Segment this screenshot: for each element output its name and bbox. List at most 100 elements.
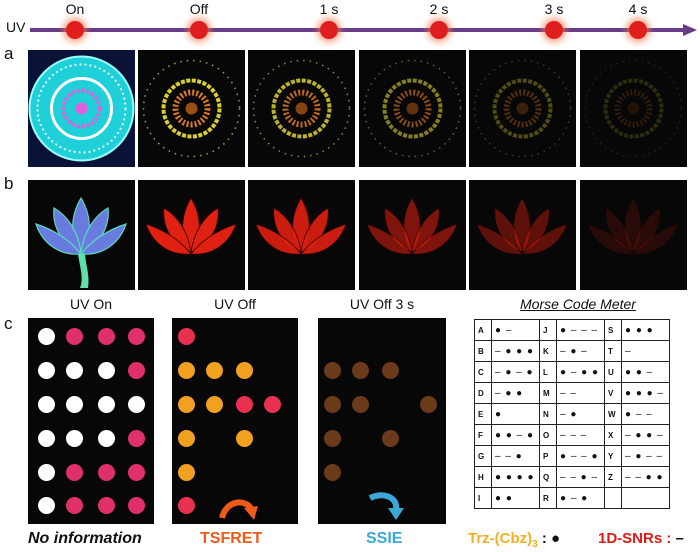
grid-dot-brown [382,430,399,447]
morse-letter: N [539,403,557,425]
morse-code: – ● – [556,340,605,362]
timeline-step-label: 4 s [628,1,648,17]
morse-letter: A [474,319,492,341]
grid-dot-brown [324,430,341,447]
morse-letter: H [474,466,492,488]
tsfret-arrow-icon [219,499,258,520]
dot-grid-uv-off [172,318,298,524]
snr-symbol: – [675,530,684,547]
timeline-step-dot [66,21,84,39]
trz-symbol: : ● [537,530,561,547]
grid-dot-red [236,396,253,413]
grid-dot-brown [382,362,399,379]
timeline-step-dot [190,21,208,39]
morse-row: D – ● ● M – – V ● ● ● – [474,382,670,404]
morse-code-table: A ● – J ● – – – S ● ● ● B – ● ● ● K – ● – T – C – ● –… [474,319,670,509]
grid-dot-pink [66,328,83,345]
morse-letter: J [539,319,557,341]
timeline-step-dot [545,21,563,39]
morse-code: ● ● ● – [621,382,670,404]
morse-code: – ● – ● [491,361,540,383]
grid-dot-white [38,497,55,514]
grid-dot-pink [128,464,145,481]
morse-code: ● ● ● [621,319,670,341]
morse-row: G – – ● P ● – – ● Y – ● – – [474,445,670,467]
morse-code: – ● ● [491,382,540,404]
grid-dot-brown [420,396,437,413]
grid-dot-pink [128,328,145,345]
ssie-arrow-icon [368,492,404,520]
grid-dot-orange [206,362,223,379]
title-uv-off-3s: UV Off 3 s [349,296,415,312]
timeline-step-label: On [65,1,85,17]
grid-dot-orange [236,430,253,447]
morse-letter: R [539,487,557,509]
morse-letter: L [539,361,557,383]
morse-row: B – ● ● ● K – ● – T – [474,340,670,362]
morse-code: ● ● – ● [491,424,540,446]
morse-code: – ● ● – [621,424,670,446]
disk-uv-on-image [28,50,135,167]
morse-letter: X [604,424,622,446]
tsfret-label: TSFRET [200,530,263,547]
morse-letter: Z [604,466,622,488]
dot-grid-uv-off-3s [318,318,446,524]
grid-dot-white [38,430,55,447]
morse-row: E ● N – ● W ● – – [474,403,670,425]
morse-code: ● – ● ● [556,361,605,383]
morse-code: ● ● [491,487,540,509]
lotus-uv-on-image [28,180,135,290]
uv-label: UV [6,19,26,35]
morse-code: ● – – – [556,319,605,341]
morse-code: – ● [556,403,605,425]
morse-letter: D [474,382,492,404]
morse-code: ● ● – [621,361,670,383]
grid-dot-pink [128,430,145,447]
grid-dot-brown [324,362,341,379]
grid-dot-white [66,430,83,447]
grid-dot-pink [66,464,83,481]
timeline-step-label: 3 s [544,1,564,17]
disk-afterglow-image [248,50,355,167]
disk-afterglow-image [138,50,245,167]
morse-row: A ● – J ● – – – S ● ● ● [474,319,670,341]
grid-dot-pink [128,497,145,514]
grid-dot-brown [352,362,369,379]
morse-letter: B [474,340,492,362]
morse-code: – – ● – [556,466,605,488]
grid-dot-white [38,362,55,379]
morse-letter: V [604,382,622,404]
morse-row: C – ● – ● L ● – ● ● U ● ● – [474,361,670,383]
grid-dot-pink [66,497,83,514]
morse-code: – – [556,382,605,404]
trz-legend: Trz-(Cbz)3 : ● [468,530,560,550]
grid-dot-white [38,464,55,481]
grid-dot-pink [98,328,115,345]
morse-letter: I [474,487,492,509]
grid-dot-pink [98,497,115,514]
lotus-afterglow-image [248,180,355,290]
grid-dot-orange [178,396,195,413]
timeline-line [30,24,697,36]
panel-b-letter: b [4,174,14,193]
grid-dot-white [66,362,83,379]
morse-code: – – ● ● [621,466,670,488]
grid-dot-red [264,396,281,413]
morse-letter: P [539,445,557,467]
trz-label: Trz-(Cbz) [468,530,533,547]
morse-letter: F [474,424,492,446]
lotus-afterglow-image [580,180,687,290]
morse-code: ● – [491,319,540,341]
morse-letter [604,487,622,509]
grid-dot-brown [324,396,341,413]
grid-dot-white [38,396,55,413]
lotus-afterglow-image [359,180,466,290]
grid-dot-red [178,497,195,514]
morse-code: ● – – ● [556,445,605,467]
grid-dot-orange [178,464,195,481]
grid-dot-white [98,362,115,379]
morse-letter: T [604,340,622,362]
lotus-afterglow-image [469,180,576,290]
morse-code: ● [491,403,540,425]
morse-letter: U [604,361,622,383]
